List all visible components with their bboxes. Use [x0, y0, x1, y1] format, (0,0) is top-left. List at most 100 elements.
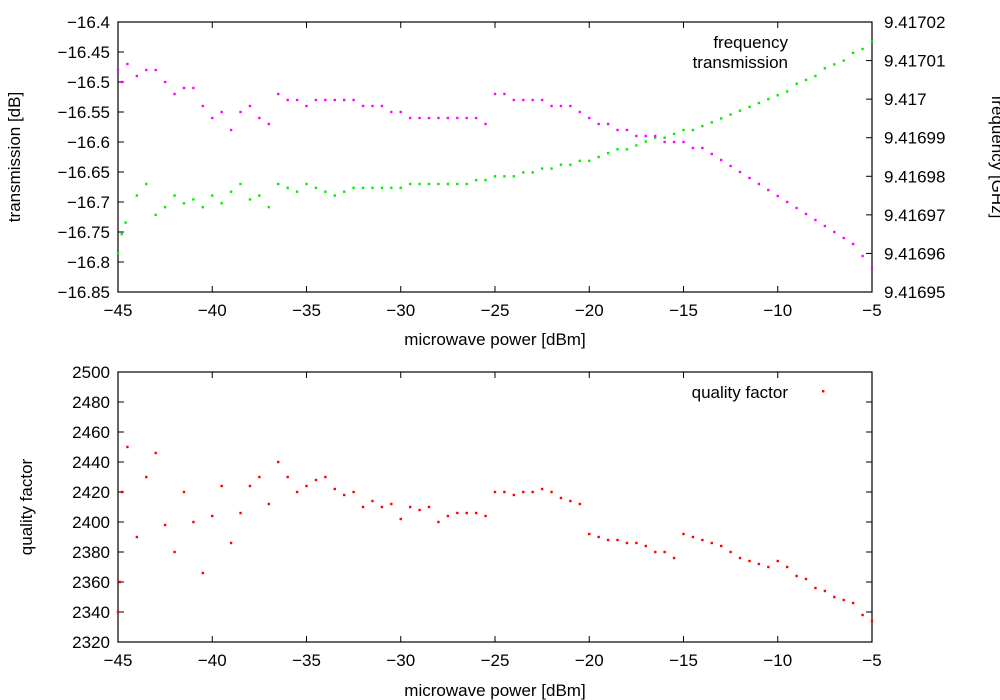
legend-bottom: quality factor: [692, 383, 825, 402]
frequency-point: [277, 182, 280, 186]
transmission-point: [691, 146, 695, 150]
frequency-point: [550, 167, 553, 170]
quality-factor-point: [512, 493, 516, 497]
transmission-point: [823, 224, 827, 228]
frequency-point: [616, 148, 619, 151]
y-tick-label: 2420: [72, 483, 110, 502]
quality-factor-point: [729, 550, 732, 554]
frequency-point: [870, 40, 874, 43]
frequency-point: [352, 186, 355, 190]
y-tick-label: 2360: [72, 573, 110, 592]
transmission-point: [710, 152, 713, 156]
frequency-point: [748, 105, 751, 109]
transmission-point: [748, 176, 751, 180]
transmission-point: [474, 116, 478, 120]
plot-frame-bottom: [117, 371, 873, 643]
transmission-point: [569, 104, 572, 108]
frequency-point: [503, 175, 506, 178]
legend-label-frequency: frequency: [713, 33, 788, 52]
quality-factor-point: [333, 487, 336, 491]
quality-factor-point: [286, 475, 289, 479]
frequency-point: [635, 144, 638, 147]
y2-tick-label: 9.41701: [884, 52, 945, 71]
frequency-point: [682, 128, 685, 132]
y-tick-label: −16.85: [58, 283, 110, 302]
transmission-point: [484, 122, 487, 126]
quality-factor-point: [465, 511, 468, 515]
frequency-point: [578, 159, 582, 163]
transmission-point: [324, 98, 327, 102]
transmission-point: [465, 116, 468, 120]
transmission-point: [173, 92, 176, 96]
quality-factor-point: [776, 559, 779, 563]
legend-top: frequency transmission: [693, 33, 789, 72]
transmission-point: [343, 98, 346, 102]
x-tick-label: −30: [386, 301, 415, 320]
quality-factor-point: [201, 571, 205, 575]
frequency-point: [767, 97, 770, 101]
transmission-point: [701, 146, 704, 150]
y-tick-label: −16.75: [58, 223, 110, 242]
y2-tick-label: 9.41695: [884, 283, 945, 302]
quality-factor-point: [277, 460, 280, 464]
quality-factor-point: [823, 589, 827, 593]
transmission-point: [390, 110, 393, 114]
frequency-point: [531, 171, 534, 174]
transmission-point: [361, 104, 365, 108]
quality-factor-point: [625, 541, 629, 545]
quality-factor-point: [682, 532, 685, 536]
frequency-point: [295, 190, 299, 193]
frequency-point: [418, 182, 421, 186]
quality-factor-point: [211, 514, 214, 518]
quality-factor-point: [408, 505, 412, 509]
transmission-point: [738, 170, 742, 174]
x-tick-label: −5: [862, 301, 881, 320]
frequency-point: [625, 148, 629, 151]
transmission-point: [833, 230, 836, 234]
quality-factor-point: [182, 490, 186, 494]
frequency-point: [597, 155, 600, 159]
frequency-point: [124, 221, 127, 224]
frequency-point: [861, 47, 864, 51]
y-tick-label: 2500: [72, 363, 110, 382]
y-tick-label: 2480: [72, 393, 110, 412]
quality-factor-point: [757, 562, 761, 566]
frequency-point: [380, 186, 384, 190]
transmission-point: [814, 218, 817, 222]
transmission-point: [512, 98, 516, 102]
quality-factor-point: [710, 541, 713, 545]
quality-factor-point: [559, 496, 563, 500]
frequency-point: [446, 182, 450, 186]
transmission-point: [352, 98, 355, 102]
transmission-point: [371, 104, 374, 108]
y-tick-label: 2460: [72, 423, 110, 442]
frequency-point: [559, 163, 563, 166]
quality-factor-point: [644, 544, 647, 548]
transmission-point: [578, 110, 582, 114]
y-tick-label: −16.7: [67, 193, 110, 212]
y-tick-label: 2380: [72, 543, 110, 562]
frequency-point: [644, 140, 647, 143]
transmission-point: [399, 110, 402, 114]
y2-tick-label: 9.41696: [884, 244, 945, 263]
frequency-point: [314, 186, 318, 190]
transmission-point: [503, 92, 506, 96]
quality-factor-plot: −45 −40 −35 −30 −25 −20 −15 −10 −5 2320 2340 2360 2…: [17, 363, 882, 700]
frequency-point: [286, 186, 289, 190]
transmission-point: [286, 98, 289, 102]
y-axis-label-top: transmission [dB]: [5, 92, 24, 222]
transmission-point: [729, 164, 732, 168]
frequency-point: [465, 182, 468, 186]
transmission-point: [427, 116, 431, 120]
quality-factor-point: [767, 565, 770, 569]
x-tick-label: −5: [862, 651, 881, 670]
transmission-point: [182, 86, 186, 90]
transmission-point: [163, 80, 167, 84]
transmission-point: [258, 116, 261, 120]
quality-factor-point: [361, 505, 365, 509]
y-tick-label: −16.55: [58, 103, 110, 122]
frequency-point: [154, 213, 157, 217]
frequency-point: [474, 178, 478, 182]
y-tick-label: 2340: [72, 603, 110, 622]
frequency-point: [371, 186, 374, 190]
